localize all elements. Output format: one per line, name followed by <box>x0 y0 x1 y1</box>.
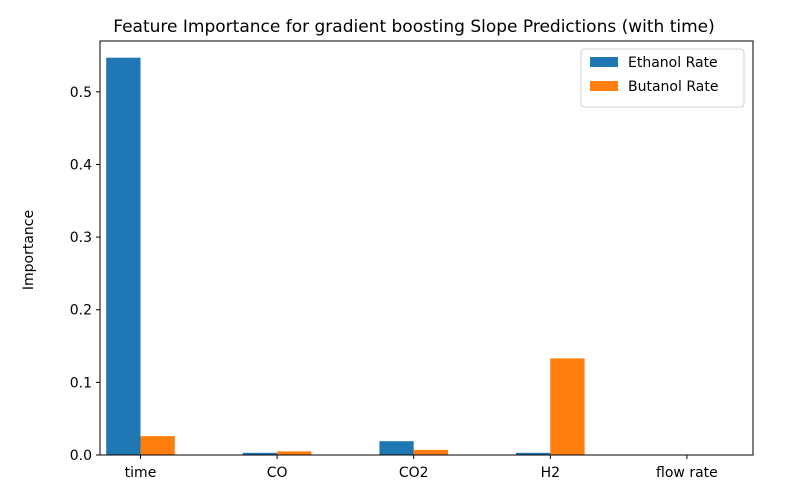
legend-label-butanol-rate: Butanol Rate <box>628 79 718 95</box>
plot-area: time CO CO2 H2 flow rate 0.0 0.1 0.2 0.3 0.4 0.5 <box>70 40 754 481</box>
x-tick-label: time <box>125 465 157 481</box>
bar-ethanol-rate-h2 <box>516 452 551 455</box>
x-tick-label: flow rate <box>656 465 718 481</box>
bar-ethanol-rate-time <box>106 57 141 455</box>
x-tick-label: H2 <box>541 465 560 481</box>
y-tick-label: 0.3 <box>70 230 92 246</box>
chart-title: Feature Importance for gradient boosting… <box>113 17 715 37</box>
bar-butanol-rate-co2 <box>413 449 448 455</box>
legend-swatch-butanol-rate <box>590 81 618 91</box>
bar-butanol-rate-time <box>140 436 175 455</box>
y-tick-label: 0.5 <box>70 85 92 101</box>
bar-ethanol-rate-co <box>242 452 278 455</box>
y-tick-label: 0.4 <box>70 157 92 173</box>
legend-swatch-ethanol-rate <box>590 57 618 67</box>
x-tick-label: CO <box>267 465 288 481</box>
bar-butanol-rate-h2 <box>550 358 585 455</box>
bar-ethanol-rate-co2 <box>379 441 414 455</box>
y-tick-label: 0.0 <box>70 448 92 464</box>
bar-butanol-rate-co <box>277 451 312 455</box>
y-axis-title: Importance <box>21 210 37 290</box>
legend-box <box>580 48 745 108</box>
x-tick-label: CO2 <box>399 465 429 481</box>
legend-label-ethanol-rate: Ethanol Rate <box>628 55 718 71</box>
plot-frame <box>99 40 754 456</box>
y-tick-label: 0.2 <box>70 303 92 319</box>
legend: Ethanol Rate Butanol Rate <box>580 48 745 108</box>
y-tick-label: 0.1 <box>70 375 92 391</box>
